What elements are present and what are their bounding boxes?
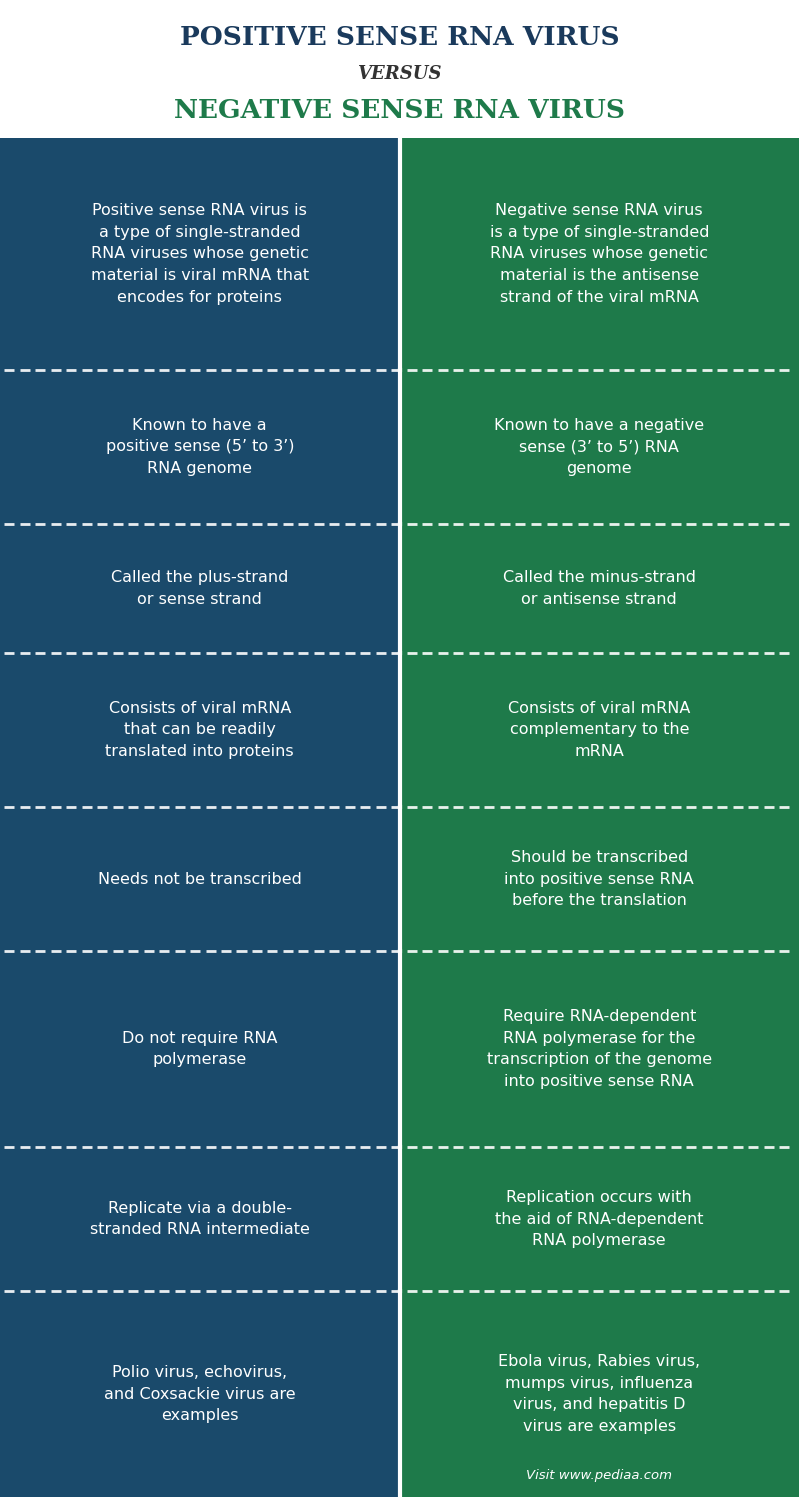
Bar [0, 951, 400, 1147]
Text: Should be transcribed
into positive sense RNA
before the translation: Should be transcribed into positive sens… [504, 850, 694, 909]
Bar [400, 1290, 799, 1497]
Text: Known to have a negative
sense (3’ to 5’) RNA
genome: Known to have a negative sense (3’ to 5’… [495, 418, 704, 476]
Bar [400, 1147, 799, 1290]
Bar [400, 653, 799, 807]
Text: Negative sense RNA virus
is a type of single-stranded
RNA viruses whose genetic
: Negative sense RNA virus is a type of si… [490, 204, 709, 304]
Text: Positive sense RNA virus is
a type of single-stranded
RNA viruses whose genetic
: Positive sense RNA virus is a type of si… [91, 204, 308, 304]
Text: Require RNA-dependent
RNA polymerase for the
transcription of the genome
into po: Require RNA-dependent RNA polymerase for… [487, 1009, 712, 1088]
Bar [400, 807, 799, 951]
Bar [0, 370, 400, 524]
Text: Consists of viral mRNA
complementary to the
mRNA: Consists of viral mRNA complementary to … [508, 701, 690, 759]
Bar [0, 807, 400, 951]
Text: POSITIVE SENSE RNA VIRUS: POSITIVE SENSE RNA VIRUS [180, 25, 619, 49]
Text: Needs not be transcribed: Needs not be transcribed [97, 871, 302, 886]
Text: Called the plus-strand
or sense strand: Called the plus-strand or sense strand [111, 570, 288, 606]
Text: Ebola virus, Rabies virus,
mumps virus, influenza
virus, and hepatitis D
virus a: Ebola virus, Rabies virus, mumps virus, … [499, 1355, 700, 1434]
Text: Visit www.pediaa.com: Visit www.pediaa.com [527, 1469, 672, 1482]
Text: Called the minus-strand
or antisense strand: Called the minus-strand or antisense str… [503, 570, 696, 606]
Text: Replicate via a double-
stranded RNA intermediate: Replicate via a double- stranded RNA int… [89, 1201, 310, 1238]
Text: NEGATIVE SENSE RNA VIRUS: NEGATIVE SENSE RNA VIRUS [174, 97, 625, 123]
Bar [400, 951, 799, 1147]
Bar [0, 1147, 400, 1290]
Bar [400, 138, 799, 370]
Text: Polio virus, echovirus,
and Coxsackie virus are
examples: Polio virus, echovirus, and Coxsackie vi… [104, 1365, 296, 1424]
Bar [0, 653, 400, 807]
Bar [400, 524, 799, 653]
Bar [400, 370, 799, 524]
Text: Consists of viral mRNA
that can be readily
translated into proteins: Consists of viral mRNA that can be readi… [105, 701, 294, 759]
Text: Known to have a
positive sense (5’ to 3’)
RNA genome: Known to have a positive sense (5’ to 3’… [105, 418, 294, 476]
Text: Replication occurs with
the aid of RNA-dependent
RNA polymerase: Replication occurs with the aid of RNA-d… [495, 1190, 703, 1248]
Bar [0, 524, 400, 653]
Bar [0, 138, 400, 370]
Bar [0, 1290, 400, 1497]
Text: Do not require RNA
polymerase: Do not require RNA polymerase [122, 1031, 277, 1067]
Text: VERSUS: VERSUS [357, 64, 442, 82]
